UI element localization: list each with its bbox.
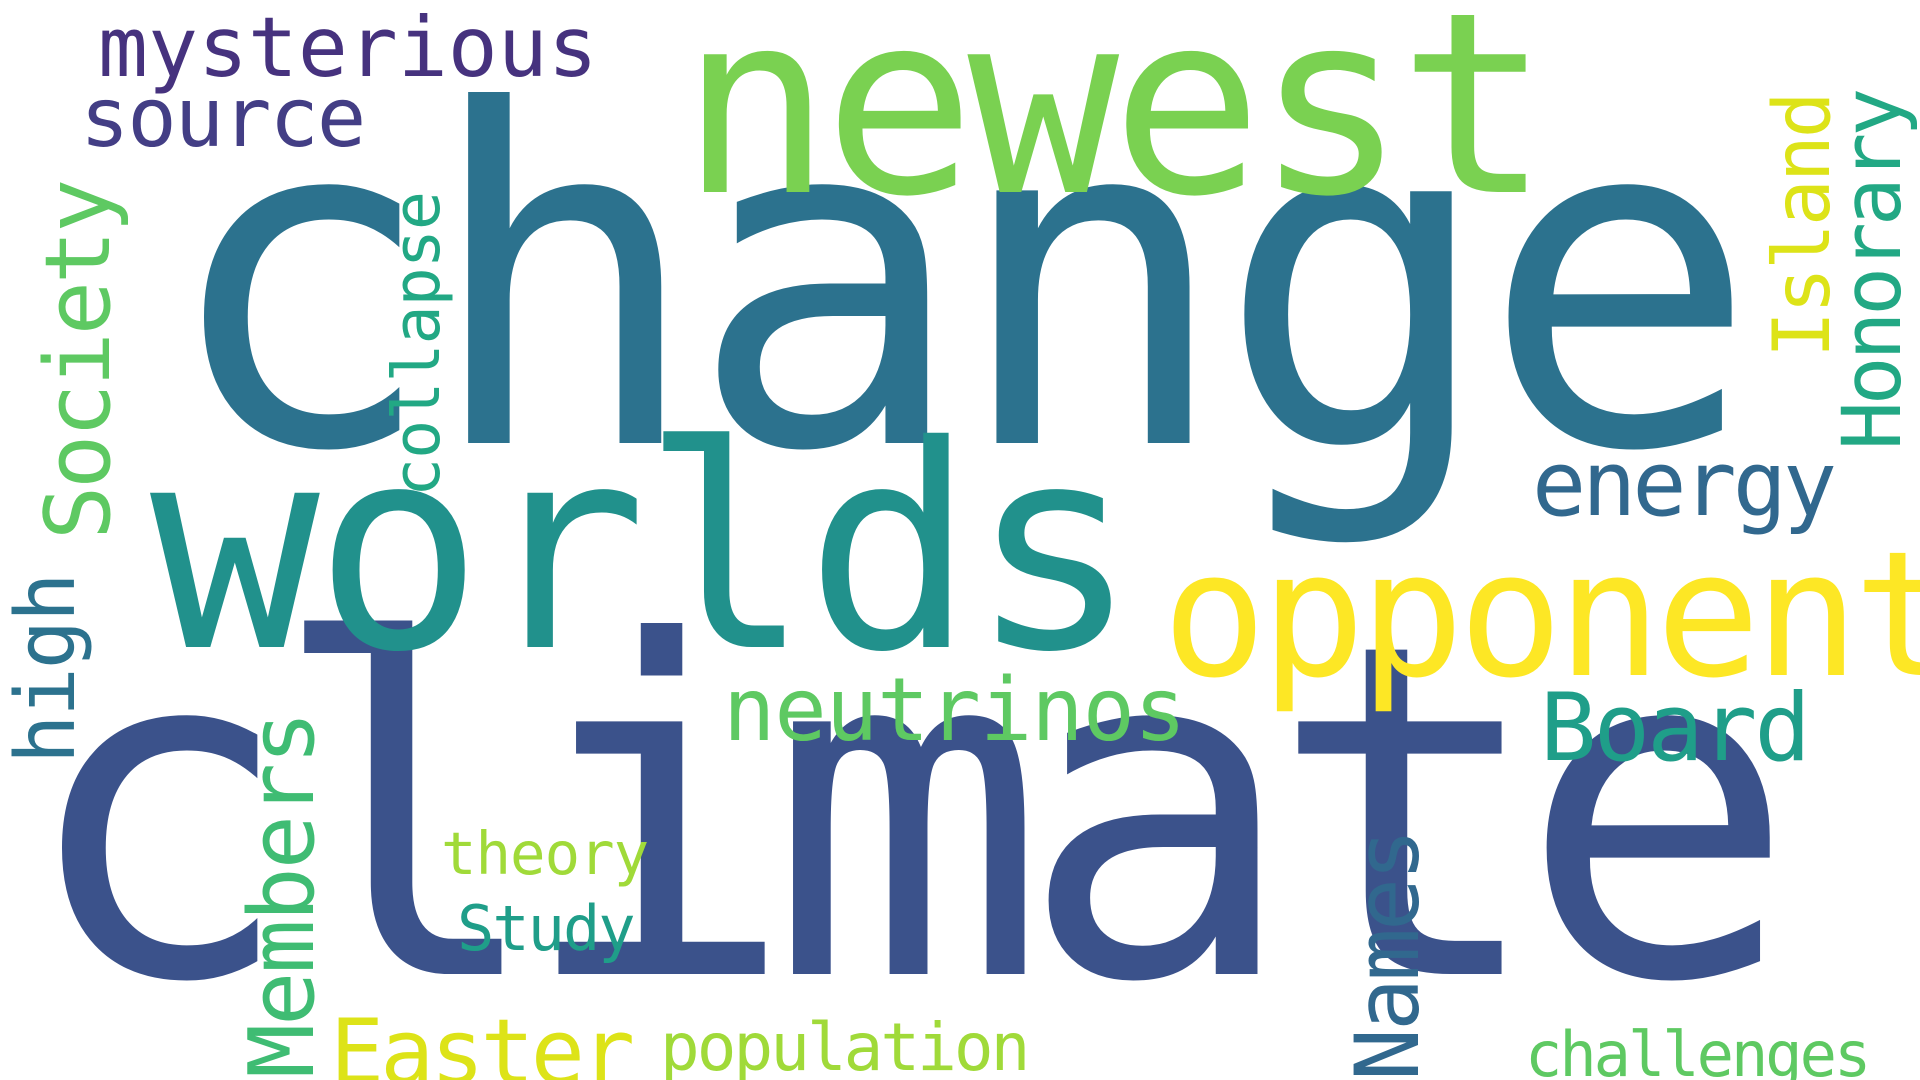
word-society: Society: [26, 181, 131, 540]
word-names: Names: [1336, 831, 1439, 1080]
word-study: Study: [457, 892, 636, 965]
word-opponent: opponent: [1162, 514, 1920, 717]
word-members: Members: [230, 712, 335, 1078]
word-climate: climate: [18, 545, 1797, 1080]
word-theory: theory: [441, 819, 649, 888]
word-newest: newest: [680, 0, 1550, 252]
word-collapse: collapse: [380, 191, 455, 497]
word-board: Board: [1540, 674, 1811, 783]
word-high: high: [0, 574, 94, 764]
word-source: source: [80, 71, 366, 166]
word-change: change: [160, 14, 1759, 552]
word-challenges: challenges: [1525, 1018, 1871, 1080]
word-neutrinos: neutrinos: [723, 659, 1186, 761]
word-worlds: worlds: [150, 385, 1139, 714]
word-easter: Easter: [330, 1000, 635, 1080]
word-energy: energy: [1532, 432, 1837, 537]
word-honorary: Honorary: [1826, 91, 1920, 450]
word-mysterious: mysterious: [98, 0, 598, 96]
word-population: population: [660, 1009, 1030, 1080]
